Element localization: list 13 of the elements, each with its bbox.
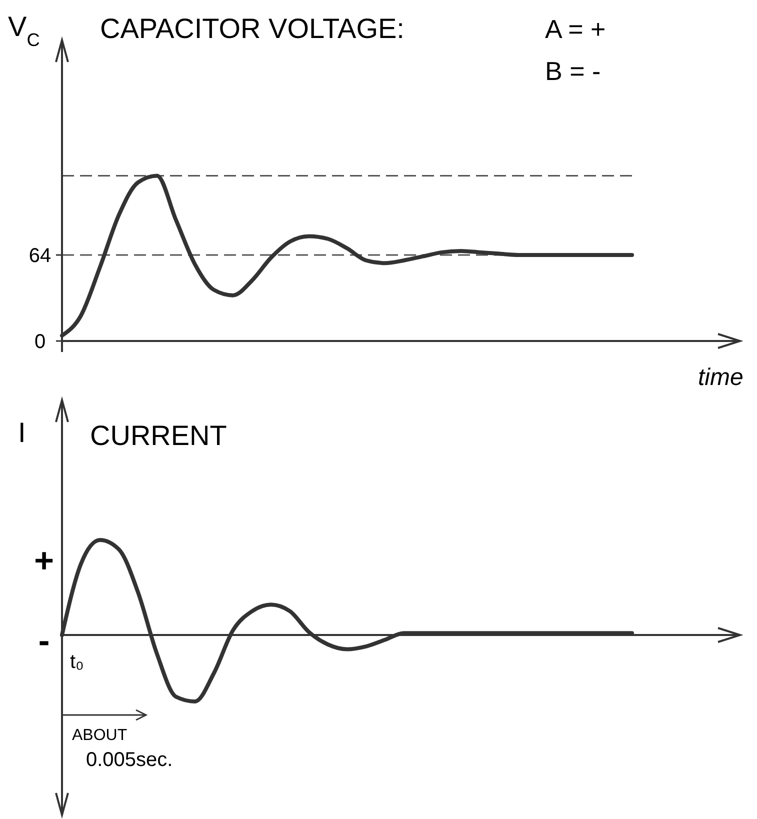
annotation: B = - bbox=[545, 56, 601, 86]
chart-title: CAPACITOR VOLTAGE: bbox=[100, 13, 404, 44]
y-tick-label: 64 bbox=[28, 245, 52, 267]
y-axis-title: V$_{C}$ bbox=[8, 11, 40, 50]
annotation: t₀ bbox=[70, 651, 84, 673]
text: ABOUT 0.005sec. bbox=[72, 727, 173, 771]
y-tick-label: 0 bbox=[34, 331, 46, 353]
chart-title: CURRENT bbox=[90, 420, 227, 451]
annotation: A = + bbox=[545, 14, 606, 44]
x-axis-title: time bbox=[698, 364, 744, 391]
annotation: + bbox=[34, 542, 54, 580]
text: - bbox=[38, 622, 50, 660]
y-axis-title: I bbox=[18, 417, 26, 448]
